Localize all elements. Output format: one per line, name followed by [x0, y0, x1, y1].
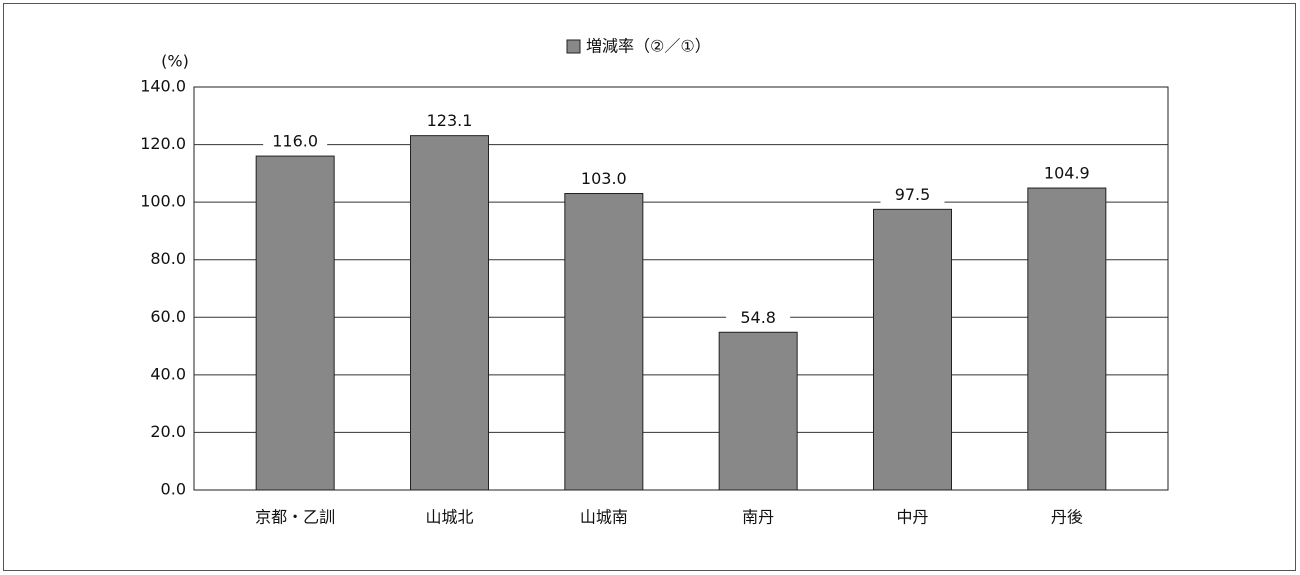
x-tick-label: 中丹: [896, 508, 928, 527]
y-tick-label: 0.0: [161, 480, 186, 499]
value-label-bg: [571, 168, 636, 189]
y-tick-label: 20.0: [150, 422, 186, 441]
legend-swatch: [566, 39, 581, 54]
y-tick-label: 40.0: [150, 364, 186, 383]
legend-label: 増減率（②／①）: [586, 37, 711, 56]
x-tick-label: 山城北: [425, 508, 473, 527]
value-label: 104.9: [1044, 164, 1090, 183]
bar: [255, 155, 335, 491]
x-tick-label: 南丹: [742, 508, 774, 527]
y-tick-label: 140.0: [140, 77, 186, 96]
y-tick-label: 80.0: [150, 249, 186, 268]
y-axis-label: (%): [161, 52, 189, 71]
value-label: 97.5: [895, 185, 931, 204]
plot-frame: [193, 86, 1169, 491]
bar: [718, 331, 798, 491]
bar: [873, 208, 952, 491]
bar: [564, 193, 644, 491]
value-label: 103.0: [581, 169, 627, 188]
value-label: 116.0: [272, 132, 318, 151]
y-tick-label: 100.0: [140, 192, 186, 211]
value-label: 54.8: [740, 308, 776, 327]
bar: [1027, 187, 1107, 491]
x-tick-label: 山城南: [580, 508, 628, 527]
value-label-bg: [1034, 163, 1099, 184]
x-tick-label: 丹後: [1051, 508, 1083, 527]
y-tick-label: 120.0: [140, 134, 186, 153]
y-tick-label: 60.0: [150, 307, 186, 326]
value-label-bg: [880, 184, 945, 205]
bar: [410, 135, 489, 491]
value-label: 123.1: [427, 111, 473, 130]
x-tick-label: 京都・乙訓: [255, 508, 335, 527]
value-label-bg: [726, 307, 791, 328]
value-label-bg: [417, 110, 482, 131]
value-label-bg: [263, 131, 328, 152]
